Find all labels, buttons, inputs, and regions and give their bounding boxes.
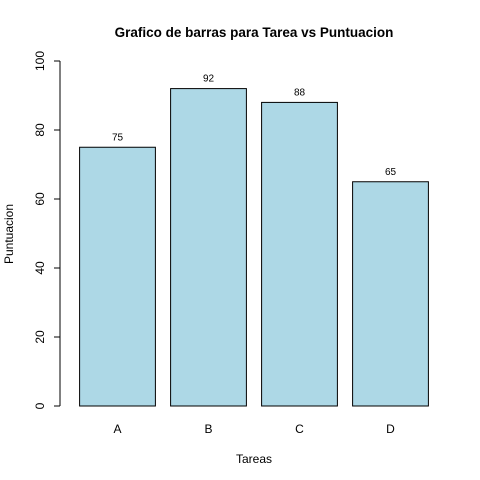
y-axis-label: Puntuacion: [2, 204, 16, 264]
x-tick-label-B: B: [204, 422, 212, 436]
bar-A: [79, 146, 156, 407]
y-tick-label: 80: [33, 123, 47, 137]
y-tick-label: 0: [33, 402, 47, 409]
data-label-C: 88: [294, 87, 306, 98]
chart-title: Grafico de barras para Tarea vs Puntuaci…: [115, 25, 394, 40]
x-axis-label: Tareas: [236, 452, 272, 466]
data-labels-group: 75 92 88 65: [112, 74, 397, 178]
y-tick-label: 60: [33, 192, 47, 206]
y-tick-label: 40: [33, 261, 47, 275]
data-label-D: 65: [385, 167, 397, 178]
data-label-B: 92: [203, 74, 215, 85]
bar-B: [170, 88, 247, 407]
bar-C: [261, 101, 338, 407]
x-tick-label-C: C: [295, 422, 304, 436]
x-tick-labels-group: A B C D: [113, 422, 395, 436]
x-tick-label-A: A: [113, 422, 121, 436]
x-tick-label-D: D: [386, 422, 395, 436]
bar-D: [352, 181, 429, 407]
y-axis: 0 20 40 60 80 100: [33, 51, 61, 409]
y-tick-label: 100: [33, 51, 47, 71]
y-tick-label: 20: [33, 330, 47, 344]
bars-group: [79, 88, 429, 407]
data-label-A: 75: [112, 132, 124, 143]
